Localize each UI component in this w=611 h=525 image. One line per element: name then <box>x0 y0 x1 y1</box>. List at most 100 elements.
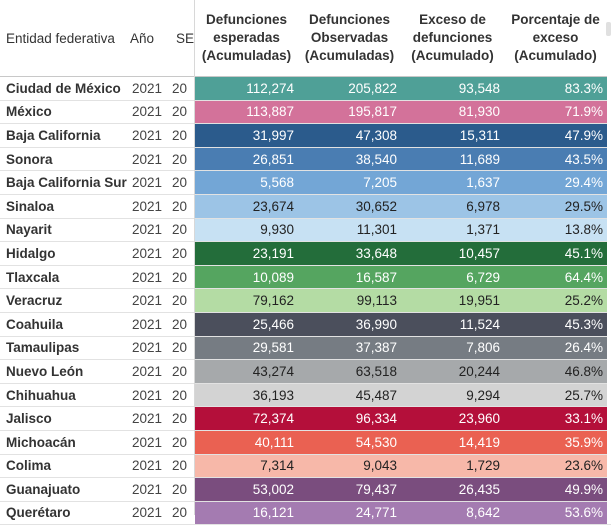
observadas-cell: 9,043 <box>363 458 397 474</box>
esperadas-cell: 43,274 <box>252 363 294 379</box>
esperadas-cell: 26,851 <box>252 151 294 167</box>
esperadas-cell: 53,002 <box>252 481 294 497</box>
observadas-cell: 79,437 <box>355 481 397 497</box>
exceso-cell: 7,806 <box>466 340 500 356</box>
header-porcentaje[interactable]: Porcentaje de exceso (Acumulado) <box>504 0 607 76</box>
porcentaje-cell: 46.8% <box>564 363 603 379</box>
entidad-cell: Jalisco <box>6 411 52 427</box>
table-row[interactable]: Coahuila 2021 20 25,466 36,990 11,524 45.3% <box>0 312 611 337</box>
row-color-band <box>195 430 607 454</box>
exceso-cell: 26,435 <box>458 481 500 497</box>
observadas-cell: 54,530 <box>355 434 397 450</box>
se-cell: 20 <box>172 151 188 167</box>
header-exceso[interactable]: Exceso de defunciones (Acumulado) <box>401 0 504 76</box>
table-row[interactable]: Hidalgo 2021 20 23,191 33,648 10,457 45.1% <box>0 242 611 266</box>
table-row[interactable]: Nayarit 2021 20 9,930 11,301 1,371 13.8% <box>0 218 611 243</box>
right-edge <box>607 0 611 515</box>
entidad-cell: Tlaxcala <box>6 269 60 285</box>
se-cell: 20 <box>172 127 188 143</box>
table-row[interactable]: Chihuahua 2021 20 36,193 45,487 9,294 25.7% <box>0 383 611 408</box>
table-row[interactable]: Querétaro 2021 20 16,121 24,771 8,642 53.6% <box>0 501 611 525</box>
header-se[interactable]: SE <box>176 30 195 46</box>
esperadas-cell: 79,162 <box>252 293 294 309</box>
table-row[interactable]: Guanajuato 2021 20 53,002 79,437 26,435 49.9% <box>0 478 611 502</box>
se-cell: 20 <box>172 316 188 332</box>
entidad-cell: Baja California <box>6 127 101 143</box>
ano-cell: 2021 <box>131 316 163 332</box>
ano-cell: 2021 <box>131 151 163 167</box>
entidad-cell: Ciudad de México <box>6 80 121 96</box>
entidad-cell: Michoacán <box>6 434 76 450</box>
header-entidad[interactable]: Entidad federativa <box>6 30 115 46</box>
entidad-cell: Colima <box>6 458 52 474</box>
row-color-band <box>195 194 607 218</box>
esperadas-cell: 23,191 <box>252 245 294 261</box>
observadas-cell: 36,990 <box>355 316 397 332</box>
table-row[interactable]: México 2021 20 113,887 195,817 81,930 71.9% <box>0 100 611 125</box>
exceso-cell: 8,642 <box>466 505 500 521</box>
porcentaje-cell: 64.4% <box>564 269 603 285</box>
entidad-cell: Tamaulipas <box>6 340 80 356</box>
table-row[interactable]: Baja California 2021 20 31,997 47,308 15,311 4… <box>0 124 611 148</box>
esperadas-cell: 10,089 <box>252 269 294 285</box>
porcentaje-cell: 71.9% <box>564 104 603 120</box>
table-row[interactable]: Veracruz 2021 20 79,162 99,113 19,951 25.2% <box>0 289 611 313</box>
observadas-cell: 63,518 <box>355 363 397 379</box>
table-row[interactable]: Tamaulipas 2021 20 29,581 37,387 7,806 26.4% <box>0 336 611 361</box>
porcentaje-cell: 13.8% <box>564 222 603 238</box>
esperadas-cell: 36,193 <box>252 387 294 403</box>
se-cell: 20 <box>172 387 188 403</box>
entidad-cell: Baja California Sur <box>6 175 127 191</box>
ano-cell: 2021 <box>131 80 163 96</box>
table-row[interactable]: Ciudad de México 2021 20 112,274 205,822 93,5… <box>0 77 611 101</box>
header-observadas[interactable]: Defunciones Observadas (Acumuladas) <box>298 0 401 76</box>
exceso-cell: 81,930 <box>458 104 500 120</box>
exceso-cell: 10,457 <box>458 245 500 261</box>
se-cell: 20 <box>172 80 188 96</box>
header-observadas-line1: Defunciones <box>308 12 390 27</box>
porcentaje-cell: 45.1% <box>564 245 603 261</box>
table-row[interactable]: Michoacán 2021 20 40,111 54,530 14,419 35.9% <box>0 430 611 455</box>
porcentaje-cell: 43.5% <box>564 151 603 167</box>
row-color-band <box>195 124 607 147</box>
esperadas-cell: 25,466 <box>252 316 294 332</box>
exceso-cell: 19,951 <box>458 293 500 309</box>
porcentaje-cell: 53.6% <box>564 505 603 521</box>
table-row[interactable]: Jalisco 2021 20 72,374 96,334 23,960 33.1% <box>0 407 611 431</box>
header-observadas-line3: (Acumuladas) <box>304 48 395 63</box>
header-porcentaje-line1: Porcentaje de <box>511 12 600 27</box>
scroll-handle[interactable] <box>606 22 611 36</box>
se-cell: 20 <box>172 434 188 450</box>
porcentaje-cell: 83.3% <box>564 80 603 96</box>
table-row[interactable]: Colima 2021 20 7,314 9,043 1,729 23.6% <box>0 454 611 479</box>
table-row[interactable]: Baja California Sur 2021 20 5,568 7,205 1,637… <box>0 171 611 195</box>
table-row[interactable]: Sonora 2021 20 26,851 38,540 11,689 43.5% <box>0 147 611 172</box>
exceso-cell: 93,548 <box>458 80 500 96</box>
se-cell: 20 <box>172 363 188 379</box>
header-ano[interactable]: Año <box>130 30 155 46</box>
table-body: Ciudad de México 2021 20 112,274 205,822 93,5… <box>0 77 611 525</box>
entidad-cell: Coahuila <box>6 316 64 332</box>
exceso-cell: 6,729 <box>466 269 500 285</box>
observadas-cell: 45,487 <box>355 387 397 403</box>
entidad-cell: Guanajuato <box>6 481 81 497</box>
observadas-cell: 30,652 <box>355 198 397 214</box>
row-color-band <box>195 171 607 194</box>
exceso-cell: 1,637 <box>466 175 500 191</box>
esperadas-cell: 7,314 <box>260 458 294 474</box>
esperadas-cell: 113,887 <box>246 104 294 120</box>
table-row[interactable]: Tlaxcala 2021 20 10,089 16,587 6,729 64.4% <box>0 265 611 290</box>
porcentaje-cell: 25.2% <box>564 293 603 309</box>
observadas-cell: 38,540 <box>355 151 397 167</box>
header-esperadas-line2: esperadas <box>213 30 280 45</box>
ano-cell: 2021 <box>131 481 163 497</box>
porcentaje-cell: 26.4% <box>564 340 603 356</box>
header-esperadas[interactable]: Defunciones esperadas (Acumuladas) <box>195 0 298 76</box>
table-row[interactable]: Nuevo León 2021 20 43,274 63,518 20,244 46.8% <box>0 360 611 384</box>
header-esperadas-line3: (Acumuladas) <box>201 48 292 63</box>
se-cell: 20 <box>172 293 188 309</box>
porcentaje-cell: 47.9% <box>564 127 603 143</box>
table-row[interactable]: Sinaloa 2021 20 23,674 30,652 6,978 29.5% <box>0 194 611 219</box>
porcentaje-cell: 29.4% <box>564 175 603 191</box>
exceso-cell: 11,689 <box>459 151 500 167</box>
